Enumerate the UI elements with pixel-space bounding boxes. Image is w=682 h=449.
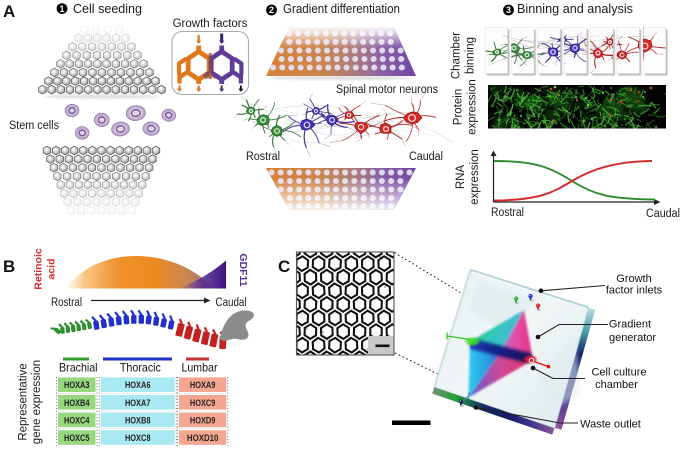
svg-text:HOXA3: HOXA3 xyxy=(64,380,90,391)
svg-text:Representative: Representative xyxy=(18,363,30,440)
svg-text:C: C xyxy=(278,257,290,276)
svg-text:1: 1 xyxy=(59,4,64,14)
svg-text:HOXC4: HOXC4 xyxy=(64,415,90,426)
svg-text:Retinoic: Retinoic xyxy=(33,248,45,290)
svg-text:expression: expression xyxy=(469,149,481,205)
svg-text:GDF11: GDF11 xyxy=(237,253,249,286)
svg-text:HOXC9: HOXC9 xyxy=(190,398,216,409)
svg-text:Stem cells: Stem cells xyxy=(9,120,59,132)
svg-text:HOXA9: HOXA9 xyxy=(190,380,216,391)
svg-text:HOXB8: HOXB8 xyxy=(125,415,151,426)
svg-text:Rostral: Rostral xyxy=(491,207,524,219)
svg-text:chamber: chamber xyxy=(595,379,638,391)
svg-text:HOXC8: HOXC8 xyxy=(125,433,151,444)
svg-text:Brachial: Brachial xyxy=(59,361,98,375)
svg-text:A: A xyxy=(3,2,15,21)
svg-text:HOXD9: HOXD9 xyxy=(190,415,216,426)
svg-text:Rostral: Rostral xyxy=(51,297,82,309)
svg-text:factor inlets: factor inlets xyxy=(606,285,663,297)
svg-text:binning: binning xyxy=(465,37,477,74)
svg-text:HOXA7: HOXA7 xyxy=(125,398,151,409)
svg-text:RNA: RNA xyxy=(455,165,467,190)
svg-text:Gradient: Gradient xyxy=(609,319,651,331)
svg-text:Gradient differentiation: Gradient differentiation xyxy=(283,1,400,16)
svg-text:Caudal: Caudal xyxy=(216,297,247,309)
svg-text:HOXD10: HOXD10 xyxy=(187,433,219,444)
svg-text:Caudal: Caudal xyxy=(646,208,680,220)
svg-text:Rostral: Rostral xyxy=(246,151,280,163)
svg-text:3: 3 xyxy=(506,5,511,15)
svg-text:Spinal motor neurons: Spinal motor neurons xyxy=(336,84,438,96)
svg-text:HOXB4: HOXB4 xyxy=(64,398,90,409)
svg-text:acid: acid xyxy=(46,258,58,279)
svg-text:Thoracic: Thoracic xyxy=(120,361,161,375)
svg-text:2: 2 xyxy=(269,5,274,15)
svg-text:B: B xyxy=(3,257,15,276)
svg-text:Cell seeding: Cell seeding xyxy=(73,1,142,16)
svg-text:Protein: Protein xyxy=(453,89,465,125)
svg-text:Binning and analysis: Binning and analysis xyxy=(517,1,633,16)
svg-text:HOXC5: HOXC5 xyxy=(64,433,90,444)
svg-text:Growth factors: Growth factors xyxy=(173,18,248,30)
svg-text:gene expression: gene expression xyxy=(31,360,43,444)
svg-text:HOXA6: HOXA6 xyxy=(125,380,151,391)
svg-text:Waste outlet: Waste outlet xyxy=(580,418,641,430)
svg-text:Growth: Growth xyxy=(616,273,651,285)
svg-text:generator: generator xyxy=(609,332,656,344)
svg-text:Lumbar: Lumbar xyxy=(182,361,218,375)
svg-text:Cell culture: Cell culture xyxy=(591,366,646,378)
svg-text:Caudal: Caudal xyxy=(409,151,443,163)
svg-text:expression: expression xyxy=(467,79,479,135)
svg-text:Chamber: Chamber xyxy=(451,32,463,79)
